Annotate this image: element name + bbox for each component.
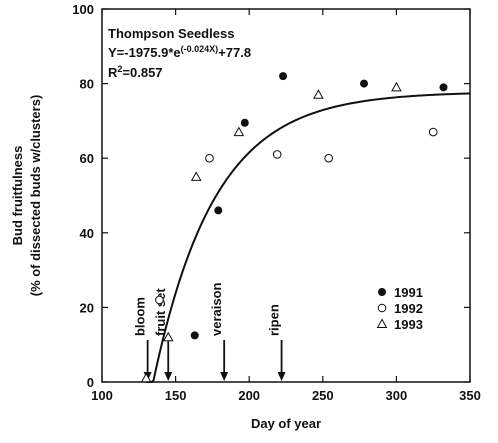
annotation-title: Thompson Seedless [108, 26, 234, 41]
y-tick-label: 20 [80, 300, 94, 315]
y-tick-label: 60 [80, 151, 94, 166]
data-point [233, 126, 245, 137]
y-tick-label: 80 [80, 77, 94, 92]
fit-curve [146, 92, 471, 383]
event-arrow-head [277, 372, 286, 381]
r2-value: =0.857 [122, 65, 162, 80]
x-tick-label: 250 [312, 388, 334, 403]
equation-exponent: (-0.024X) [181, 44, 219, 54]
annotation-equation: Y=-1975.9*e(-0.024X)+77.8 [108, 44, 251, 60]
event-arrow-head [220, 372, 229, 381]
y-axis-title-line-2: (% of dissected buds w/clusters) [28, 95, 43, 297]
event-label: bloom [133, 297, 148, 336]
x-axis-title: Day of year [251, 416, 321, 431]
r2-superscript: 2 [117, 64, 122, 74]
phenology-event-markers: bloom fruit set veraison ripen [133, 282, 286, 381]
x-axis-ticks: 100 150 200 250 300 350 [91, 9, 481, 403]
event-label: veraison [209, 282, 224, 336]
equation-annotation: Thompson Seedless Y=-1975.9*e(-0.024X)+7… [108, 26, 251, 80]
legend-marker [376, 318, 388, 328]
legend-item-1993: 1993 [376, 317, 423, 332]
series-1992 [155, 127, 438, 305]
x-tick-label: 100 [91, 388, 113, 403]
data-point [240, 118, 249, 127]
equation-suffix: +77.8 [218, 45, 251, 60]
data-point [155, 295, 164, 305]
legend-item-1992: 1992 [377, 301, 423, 316]
data-point [439, 83, 448, 92]
x-tick-label: 350 [459, 388, 481, 403]
data-point [313, 89, 324, 99]
data-point [205, 153, 214, 163]
legend-item-1991: 1991 [378, 285, 423, 300]
event-arrow-head [164, 372, 173, 381]
y-axis-ticks: 0 20 40 60 80 100 [72, 2, 470, 390]
data-point [391, 81, 402, 92]
legend-label: 1992 [394, 301, 423, 316]
y-tick-label: 100 [72, 2, 94, 17]
plot-frame [101, 8, 471, 383]
equation-prefix: Y=-1975.9*e [108, 45, 181, 60]
data-point [162, 331, 174, 342]
legend-label: 1993 [394, 317, 423, 332]
x-tick-label: 300 [386, 388, 408, 403]
data-point [190, 331, 199, 340]
x-tick-label: 150 [165, 388, 187, 403]
y-tick-label: 40 [80, 226, 94, 241]
series-1991 [190, 72, 448, 340]
event-bloom: bloom [133, 297, 152, 381]
data-point [279, 72, 288, 81]
data-points [140, 72, 448, 383]
x-tick-label: 200 [238, 388, 260, 403]
y-tick-label: 0 [87, 375, 94, 390]
event-label: ripen [267, 304, 282, 336]
y-axis-title-line-1: Bud fruitfulness [10, 146, 25, 246]
legend-marker [377, 303, 387, 313]
legend-marker [378, 288, 386, 296]
data-point [190, 171, 202, 181]
plot-border [101, 8, 471, 383]
data-point [140, 372, 152, 383]
annotation-r-squared: R2=0.857 [108, 64, 163, 80]
event-veraison: veraison [209, 282, 229, 381]
series-1993 [140, 81, 402, 383]
data-point [324, 153, 333, 163]
legend-label: 1991 [394, 285, 423, 300]
r2-prefix: R [108, 65, 118, 80]
data-point [360, 79, 369, 88]
data-point [272, 150, 282, 159]
event-ripen: ripen [267, 304, 286, 381]
data-point [428, 127, 438, 137]
event-label: fruit set [153, 288, 168, 336]
data-point [214, 206, 223, 215]
